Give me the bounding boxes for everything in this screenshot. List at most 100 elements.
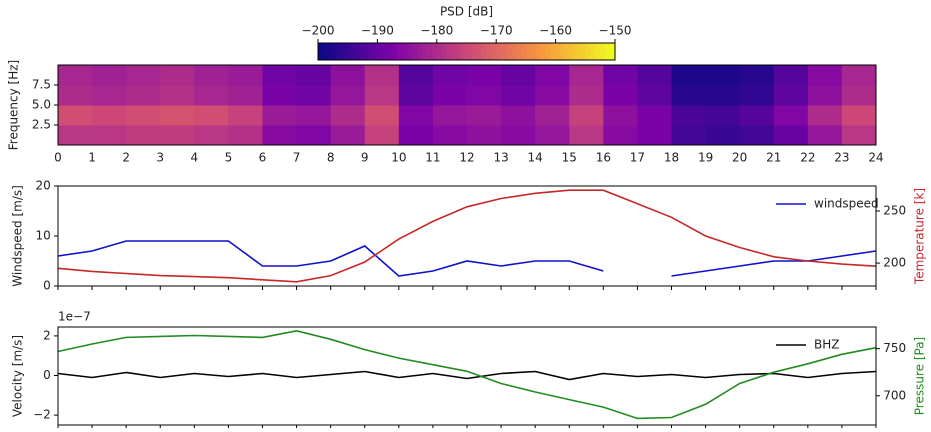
heat-cell — [398, 65, 434, 86]
x-tick-label: 20 — [732, 151, 747, 165]
heat-cell — [569, 85, 604, 106]
colorbar-step — [466, 43, 472, 60]
colorbar-step — [486, 43, 492, 60]
x-tick-label: 17 — [630, 151, 645, 165]
x-tick-label: 8 — [327, 151, 335, 165]
colorbar-step — [372, 43, 378, 60]
colorbar-step — [392, 43, 398, 60]
x-tick-label: 7 — [293, 151, 301, 165]
heat-cell — [671, 85, 707, 106]
colorbar-step — [600, 43, 606, 60]
heat-cell — [739, 105, 775, 126]
heat-cell — [398, 85, 434, 106]
legend-label: windspeed — [814, 197, 879, 211]
heat-cell — [637, 125, 672, 146]
colorbar-step — [590, 43, 596, 60]
colorbar-step — [525, 43, 532, 60]
heat-cell — [364, 65, 400, 86]
colorbar-step — [426, 43, 433, 60]
heat-cell — [501, 105, 536, 126]
colorbar-step — [560, 43, 566, 60]
heat-cell — [467, 125, 502, 146]
colorbar-step — [397, 43, 403, 60]
heat-cell — [296, 65, 332, 86]
colorbar-step — [431, 43, 438, 60]
heat-cell — [501, 125, 536, 146]
heat-cell — [637, 85, 672, 106]
colorbar-step — [377, 43, 383, 60]
heat-cell — [535, 125, 570, 146]
x-tick-label: 1 — [88, 151, 96, 165]
heat-cell — [535, 105, 570, 126]
x-tick-label: 4 — [191, 151, 199, 165]
heat-cell — [296, 105, 332, 126]
colorbar-tick-label: −150 — [599, 24, 632, 38]
heat-cell — [807, 125, 843, 146]
x-tick-label: 23 — [834, 151, 849, 165]
heat-cell — [501, 65, 536, 86]
colorbar-step — [511, 43, 517, 60]
heat-cell — [262, 85, 298, 106]
heat-cell — [194, 85, 229, 106]
axes-frame — [57, 185, 877, 287]
heat-cell — [58, 85, 93, 106]
series-line — [57, 329, 877, 420]
heat-cell — [807, 85, 843, 106]
colorbar-step — [337, 43, 344, 60]
colorbar-step — [382, 43, 388, 60]
heat-cell — [841, 125, 877, 146]
heat-cell — [92, 105, 127, 126]
y-tick-label: 2.5 — [32, 118, 51, 132]
y-tick-label: 7.5 — [32, 78, 51, 92]
heat-cell — [603, 65, 638, 86]
heat-cell — [807, 105, 843, 126]
colorbar-step — [367, 43, 373, 60]
colorbar-step — [496, 43, 502, 60]
heat-cell — [501, 85, 536, 106]
y-axis-label: Velocity [m/s] — [11, 335, 25, 417]
colorbar-step — [530, 43, 537, 60]
heat-cell — [841, 65, 877, 86]
colorbar-step — [506, 43, 512, 60]
heat-cell — [739, 125, 775, 146]
colorbar-step — [332, 43, 339, 60]
heat-cell — [262, 65, 298, 86]
colorbar-step — [407, 43, 413, 60]
axes-frame — [57, 64, 877, 146]
heat-cell — [841, 85, 877, 106]
heat-cell — [58, 125, 93, 146]
heat-cell — [194, 105, 229, 126]
colorbar-tick-label: −160 — [539, 24, 572, 38]
y2-axis-label: Temperature [k] — [913, 188, 927, 285]
heat-cell — [262, 125, 298, 146]
heat-cell — [126, 125, 161, 146]
heat-cell — [637, 65, 672, 86]
heat-cell — [467, 85, 502, 106]
heat-cell — [92, 85, 127, 106]
heat-cell — [92, 125, 127, 146]
colorbar-step — [412, 43, 418, 60]
heat-cell — [262, 105, 298, 126]
axes-frame — [57, 326, 877, 426]
heat-cell — [569, 65, 604, 86]
colorbar-step — [516, 43, 522, 60]
heat-cell — [603, 85, 638, 106]
heat-cell — [160, 105, 195, 126]
heat-cell — [773, 125, 809, 146]
colorbar-step — [481, 43, 487, 60]
colorbar-step — [595, 43, 601, 60]
colorbar-step — [501, 43, 507, 60]
colorbar-step — [535, 43, 542, 60]
heat-cell — [194, 125, 229, 146]
heat-cell — [398, 105, 434, 126]
colorbar-step — [555, 43, 562, 60]
heat-cell — [467, 105, 502, 126]
heat-cell — [671, 105, 707, 126]
heat-cell — [296, 125, 332, 146]
y-tick-label: 0 — [43, 279, 51, 293]
heat-cell — [126, 105, 161, 126]
heat-cell — [603, 125, 638, 146]
heat-cell — [92, 65, 127, 86]
colorbar-step — [451, 43, 458, 60]
